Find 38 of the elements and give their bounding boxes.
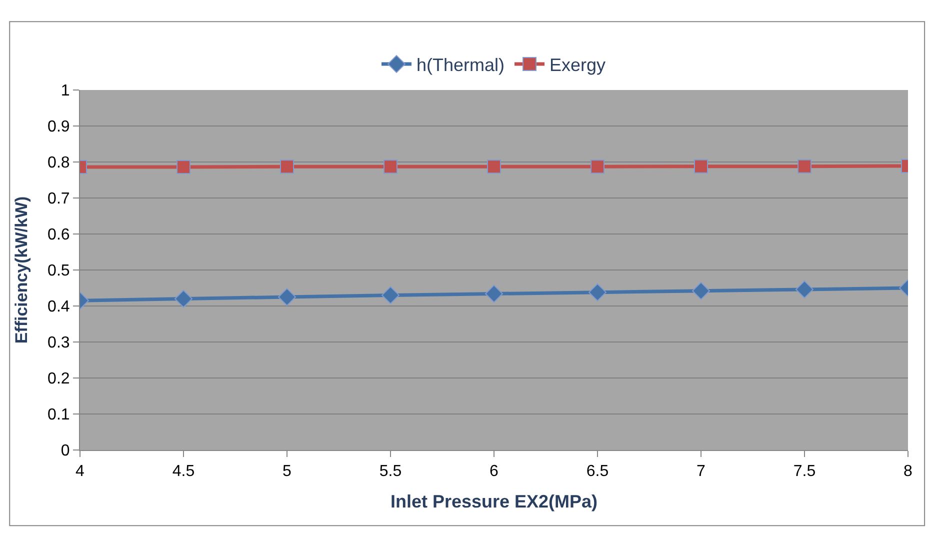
x-tick-label: 7 bbox=[696, 463, 706, 480]
point bbox=[280, 160, 294, 174]
point bbox=[692, 282, 710, 300]
x-axis-title: Inlet Pressure EX2(MPa) bbox=[390, 491, 598, 512]
point bbox=[694, 159, 708, 174]
x-tick-label: 4.5 bbox=[172, 463, 195, 480]
y-axis-title: Efficiency(kW/kW) bbox=[12, 196, 32, 344]
y-tick-label: 0.6 bbox=[48, 226, 70, 244]
y-tick-label: 0.4 bbox=[48, 298, 70, 316]
point bbox=[798, 159, 812, 174]
x-tick-label: 6 bbox=[490, 463, 499, 480]
point bbox=[384, 160, 398, 174]
x-tick-label: 8 bbox=[904, 463, 913, 480]
point bbox=[487, 160, 501, 174]
y-tick-label: 0.2 bbox=[48, 370, 70, 388]
point bbox=[174, 290, 192, 308]
y-tick-label: 0.3 bbox=[48, 334, 70, 352]
point bbox=[590, 160, 604, 174]
point bbox=[588, 283, 606, 302]
y-tick-label: 0.7 bbox=[48, 190, 70, 208]
x-tick-label: 5 bbox=[282, 463, 292, 480]
x-tick-label: 6.5 bbox=[586, 463, 609, 480]
point bbox=[278, 288, 296, 306]
y-tick-label: 0.1 bbox=[48, 406, 70, 424]
y-tick-label: 1 bbox=[60, 82, 70, 100]
y-tick-label: 0.5 bbox=[48, 262, 70, 280]
y-tick-label: 0 bbox=[60, 442, 70, 460]
y-tick-label: 0.8 bbox=[48, 154, 70, 172]
x-tick-label: 5.5 bbox=[379, 463, 402, 480]
legend-label: h(Thermal) bbox=[416, 55, 505, 76]
point bbox=[485, 284, 503, 303]
legend-label: Exergy bbox=[550, 55, 606, 76]
point bbox=[796, 280, 814, 298]
x-tick-label: 4 bbox=[76, 463, 85, 480]
point bbox=[382, 286, 400, 304]
y-tick-label: 0.9 bbox=[48, 118, 70, 136]
point bbox=[176, 160, 190, 174]
x-tick-label: 7.5 bbox=[793, 463, 816, 480]
